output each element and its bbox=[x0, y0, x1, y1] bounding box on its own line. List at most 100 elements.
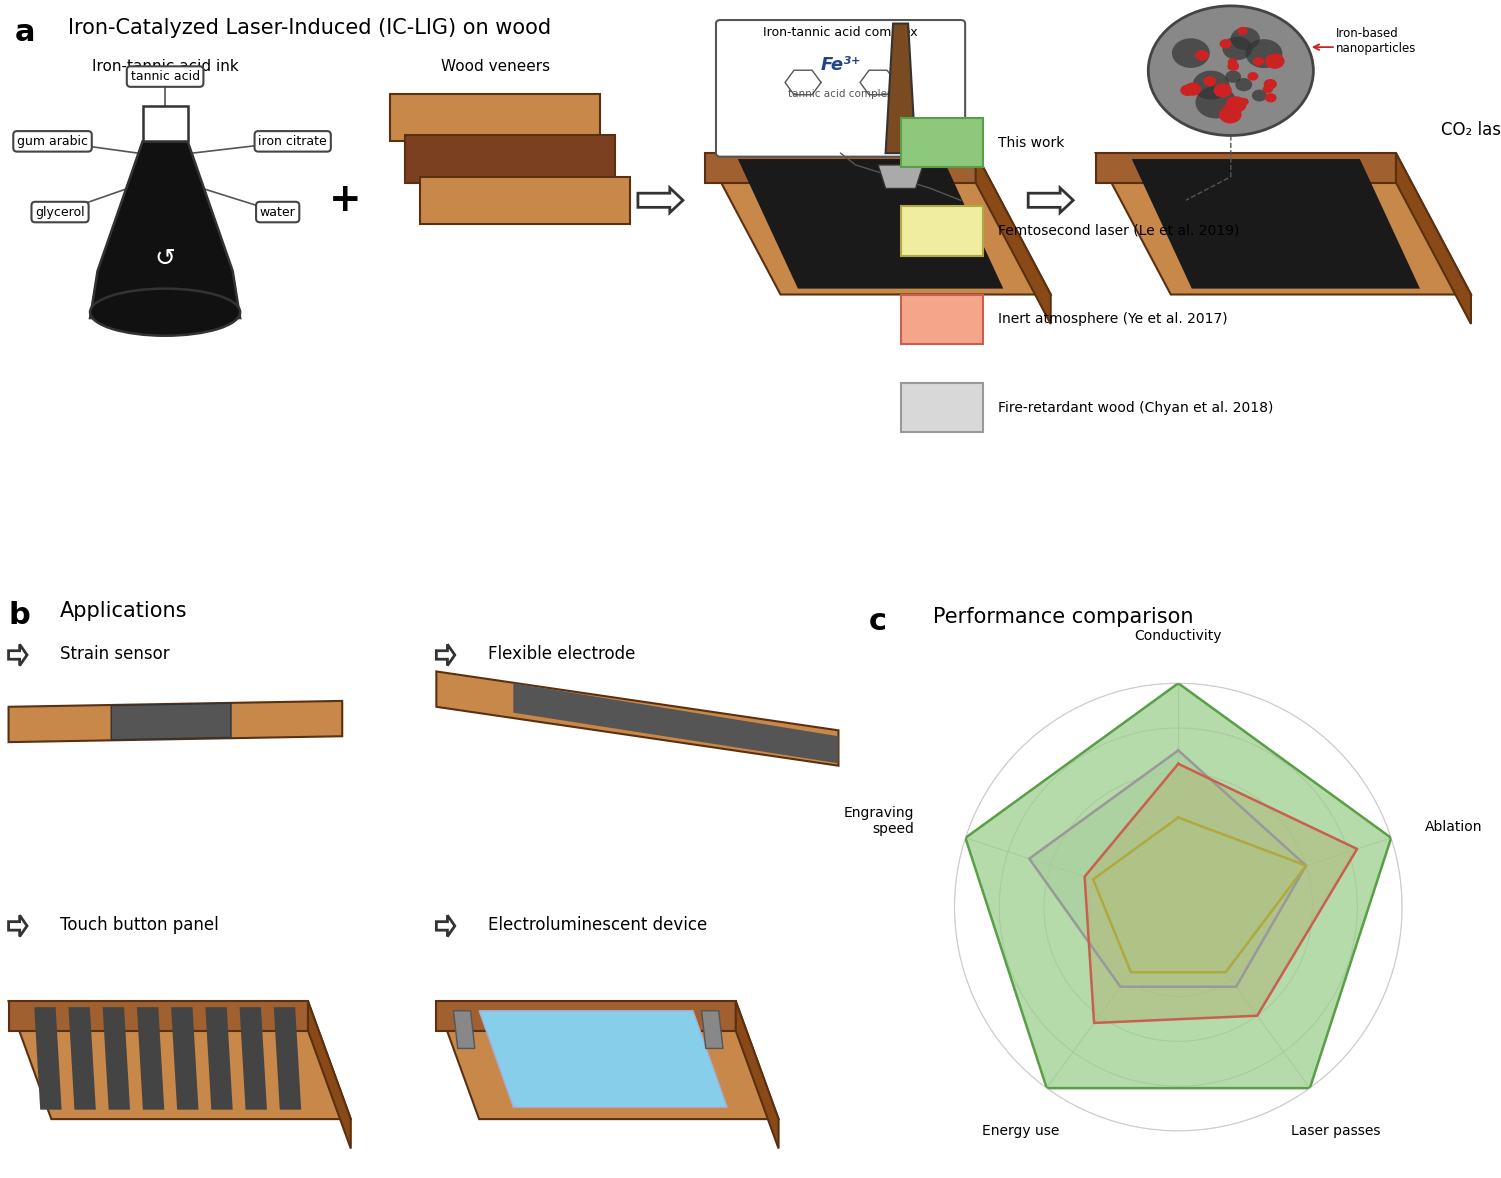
Polygon shape bbox=[111, 703, 231, 740]
Polygon shape bbox=[137, 1007, 164, 1110]
Circle shape bbox=[1225, 97, 1246, 113]
Polygon shape bbox=[638, 188, 683, 212]
Text: This work: This work bbox=[998, 135, 1064, 150]
Polygon shape bbox=[102, 1007, 131, 1110]
Polygon shape bbox=[878, 165, 923, 188]
Polygon shape bbox=[206, 1007, 233, 1110]
Circle shape bbox=[1225, 71, 1241, 82]
Polygon shape bbox=[1028, 188, 1073, 212]
Text: c: c bbox=[869, 607, 887, 636]
Polygon shape bbox=[437, 671, 839, 766]
Circle shape bbox=[1172, 38, 1210, 68]
Polygon shape bbox=[9, 915, 27, 937]
Polygon shape bbox=[405, 135, 615, 183]
Circle shape bbox=[1213, 84, 1232, 98]
Circle shape bbox=[1219, 106, 1241, 124]
Circle shape bbox=[1231, 27, 1259, 51]
Circle shape bbox=[1228, 61, 1240, 71]
Polygon shape bbox=[273, 1007, 302, 1110]
Polygon shape bbox=[1096, 153, 1396, 183]
Text: Femtosecond laser (Le et al. 2019): Femtosecond laser (Le et al. 2019) bbox=[998, 224, 1240, 238]
Text: water: water bbox=[260, 205, 296, 219]
Text: gum arabic: gum arabic bbox=[17, 134, 89, 148]
Circle shape bbox=[1253, 57, 1264, 66]
Text: CO₂ laser: CO₂ laser bbox=[1441, 120, 1501, 139]
Circle shape bbox=[1195, 86, 1237, 119]
Text: iron citrate: iron citrate bbox=[258, 134, 327, 148]
Polygon shape bbox=[705, 153, 1051, 294]
Text: Strain sensor: Strain sensor bbox=[60, 644, 170, 663]
Circle shape bbox=[1262, 85, 1273, 93]
Polygon shape bbox=[143, 106, 188, 141]
Polygon shape bbox=[240, 1007, 267, 1110]
Text: Applications: Applications bbox=[60, 601, 188, 621]
Text: Conductivity: Conductivity bbox=[1135, 629, 1222, 643]
Text: Iron-based
nanoparticles: Iron-based nanoparticles bbox=[1336, 27, 1417, 55]
Polygon shape bbox=[437, 1001, 779, 1119]
Polygon shape bbox=[9, 644, 27, 666]
Polygon shape bbox=[701, 1011, 723, 1048]
Polygon shape bbox=[437, 644, 455, 666]
Polygon shape bbox=[479, 1011, 728, 1107]
Polygon shape bbox=[965, 683, 1391, 1088]
Text: b: b bbox=[9, 601, 30, 630]
Circle shape bbox=[1252, 90, 1267, 101]
Polygon shape bbox=[738, 159, 1003, 289]
Circle shape bbox=[1195, 49, 1208, 61]
Polygon shape bbox=[9, 1001, 308, 1031]
Ellipse shape bbox=[90, 289, 240, 336]
Circle shape bbox=[1246, 39, 1282, 68]
Polygon shape bbox=[390, 94, 600, 141]
Text: Ablation: Ablation bbox=[1426, 820, 1483, 834]
Circle shape bbox=[1148, 6, 1313, 135]
Circle shape bbox=[1204, 77, 1216, 86]
Circle shape bbox=[1247, 72, 1258, 80]
Text: ↺: ↺ bbox=[155, 247, 176, 271]
Polygon shape bbox=[453, 1011, 474, 1048]
Polygon shape bbox=[735, 1001, 779, 1149]
Text: laser direction: laser direction bbox=[1261, 277, 1351, 290]
Text: +: + bbox=[329, 181, 362, 219]
Text: tannic acid: tannic acid bbox=[131, 70, 200, 84]
Text: a: a bbox=[15, 18, 36, 47]
Circle shape bbox=[1222, 37, 1252, 60]
Polygon shape bbox=[308, 1001, 351, 1149]
Text: Fe³⁺: Fe³⁺ bbox=[821, 55, 860, 74]
Polygon shape bbox=[437, 1001, 735, 1031]
Polygon shape bbox=[420, 177, 630, 224]
Polygon shape bbox=[90, 141, 240, 318]
Text: glycerol: glycerol bbox=[35, 205, 86, 219]
Circle shape bbox=[1184, 82, 1201, 95]
Polygon shape bbox=[1030, 750, 1306, 987]
Text: Inert atmosphere (Ye et al. 2017): Inert atmosphere (Ye et al. 2017) bbox=[998, 312, 1228, 326]
Text: Iron-Catalyzed Laser-Induced (IC-LIG) on wood: Iron-Catalyzed Laser-Induced (IC-LIG) on… bbox=[68, 18, 551, 38]
Polygon shape bbox=[69, 1007, 96, 1110]
Circle shape bbox=[1238, 98, 1249, 106]
Polygon shape bbox=[1093, 818, 1306, 972]
Circle shape bbox=[1265, 93, 1277, 102]
Text: Iron-tannic acid complex: Iron-tannic acid complex bbox=[763, 26, 919, 39]
Text: tannic acid complex: tannic acid complex bbox=[788, 90, 893, 99]
Text: Iron-tannic acid ink: Iron-tannic acid ink bbox=[92, 59, 239, 74]
Circle shape bbox=[1264, 79, 1277, 90]
Polygon shape bbox=[1132, 159, 1420, 289]
Circle shape bbox=[1192, 71, 1229, 100]
FancyBboxPatch shape bbox=[716, 20, 965, 157]
Polygon shape bbox=[1396, 153, 1471, 324]
Text: Performance comparison: Performance comparison bbox=[934, 607, 1193, 627]
Polygon shape bbox=[9, 701, 342, 742]
Circle shape bbox=[1228, 58, 1237, 66]
Text: Fire-retardant wood (Chyan et al. 2018): Fire-retardant wood (Chyan et al. 2018) bbox=[998, 401, 1273, 415]
Polygon shape bbox=[976, 153, 1051, 324]
Polygon shape bbox=[9, 1001, 351, 1119]
Text: Engraving
speed: Engraving speed bbox=[844, 806, 914, 836]
Polygon shape bbox=[513, 683, 839, 763]
Polygon shape bbox=[437, 915, 455, 937]
Text: Wood veneers: Wood veneers bbox=[441, 59, 549, 74]
Polygon shape bbox=[171, 1007, 198, 1110]
Polygon shape bbox=[705, 153, 976, 183]
Circle shape bbox=[1235, 78, 1252, 91]
Circle shape bbox=[1265, 53, 1285, 68]
Text: Electroluminescent device: Electroluminescent device bbox=[488, 915, 707, 934]
Text: Touch button panel: Touch button panel bbox=[60, 915, 219, 934]
